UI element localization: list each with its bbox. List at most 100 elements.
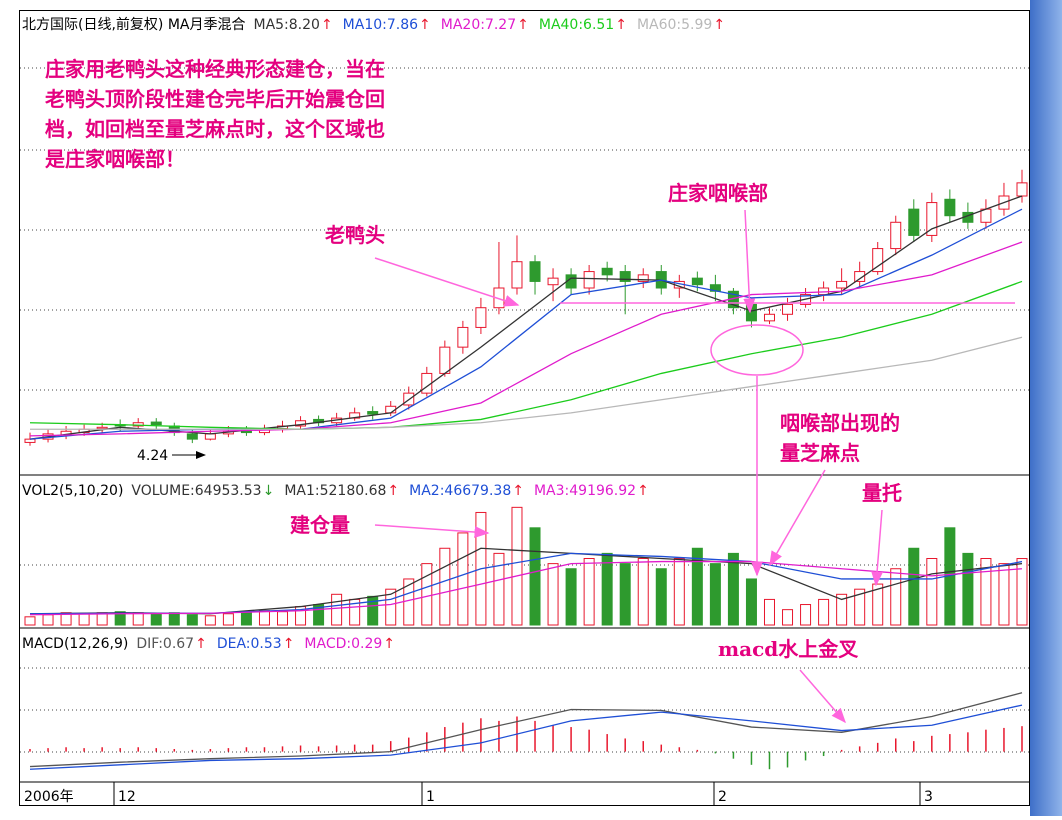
throat-circle	[710, 324, 804, 376]
annotation: 是庄家咽喉部！	[44, 147, 185, 171]
arrow	[374, 257, 520, 307]
legend-arrow: ↑	[517, 17, 529, 33]
annotation: 量芝麻点	[780, 441, 860, 465]
volume-bar	[962, 552, 974, 626]
chart-frame	[19, 10, 1030, 806]
candle-body	[439, 346, 451, 374]
x-tick-label: 2006年	[24, 789, 74, 805]
annotations: 庄家用老鸭头这种经典形态建仓，当在 老鸭头顶阶段性建仓完毕后开始震仓回 档，如回…	[44, 57, 1015, 724]
ma-line	[29, 241, 1023, 437]
annotation: 老鸭头顶阶段性建仓完毕后开始震仓回	[45, 87, 385, 111]
x-tick-label: 12	[118, 789, 136, 805]
candle-body	[367, 411, 379, 415]
legend-entry: MACD:0.29	[304, 636, 382, 652]
volume-bar	[818, 598, 830, 626]
volume-bar	[493, 552, 505, 626]
volume-bar	[763, 598, 775, 626]
ma-line	[29, 704, 1023, 770]
arrow	[871, 509, 884, 587]
volume-bar	[709, 563, 721, 626]
candle-body	[782, 303, 794, 315]
x-tick-label: 1	[426, 789, 435, 805]
candle-body	[908, 208, 920, 236]
candle-body	[854, 271, 866, 282]
legend-arrow: ↑	[713, 17, 725, 33]
volume-bar	[908, 547, 920, 626]
marks: 北方国际(日线,前复权) MA月季混合 MA5:8.20 ↑ MA10:7.86 ↑ MA…	[22, 16, 1028, 806]
volume-bar	[258, 610, 270, 626]
grid	[20, 67, 1030, 753]
candle-body	[511, 261, 523, 289]
candle-body	[457, 326, 469, 348]
annotation: 建仓量	[290, 513, 350, 537]
candle-body	[691, 277, 703, 286]
annotation: 庄家咽喉部	[668, 181, 768, 205]
window-edge	[1030, 0, 1062, 816]
volume-bar	[78, 613, 90, 626]
ma-line	[29, 560, 1023, 616]
volume-bar	[655, 568, 667, 626]
volume-bar	[800, 604, 812, 626]
volume-bar	[204, 615, 216, 626]
candle-body	[980, 208, 992, 223]
legend-arrow: ↑	[283, 636, 295, 652]
panel-title: VOL2(5,10,20)	[22, 483, 123, 499]
volume-bar	[457, 532, 469, 626]
volume-bar	[547, 563, 559, 626]
volume-bar	[24, 616, 36, 626]
volume-bar	[222, 613, 234, 626]
ma-line	[30, 336, 1023, 430]
volume-bar	[836, 593, 848, 626]
legend-arrow: ↑	[321, 17, 333, 33]
arrow	[743, 209, 756, 314]
legend-arrow: ↑	[387, 483, 399, 499]
candle-body	[475, 307, 487, 328]
candle-body	[204, 433, 216, 440]
volume-bar	[565, 568, 577, 626]
volume-bar	[385, 588, 397, 626]
volume-bar	[150, 613, 162, 626]
volume-bar	[511, 506, 523, 626]
volume-bar	[691, 547, 703, 626]
volume-bar	[439, 547, 451, 626]
arrow	[769, 469, 826, 567]
volume-bar	[854, 588, 866, 626]
volume-bar	[529, 527, 541, 626]
legend-entry: DIF:0.67	[136, 636, 194, 652]
low-label: 4.24	[137, 448, 168, 464]
legend-entry: MA60:5.99	[637, 17, 712, 33]
annotation: macd水上金叉	[718, 637, 859, 661]
candle-body	[295, 420, 307, 427]
volume-bar	[583, 558, 595, 626]
volume-bar	[619, 563, 631, 626]
volume-bar	[998, 563, 1010, 626]
candle-body	[619, 271, 631, 282]
volume-bar	[114, 611, 126, 626]
volume-bar	[186, 614, 198, 626]
volume-bar	[745, 578, 757, 626]
arrow	[799, 669, 846, 724]
candle-body	[132, 422, 144, 427]
x-tick-label: 2	[718, 789, 727, 805]
candle-body	[96, 426, 108, 430]
ma-line	[29, 195, 1023, 440]
volume-bar	[277, 611, 289, 626]
candle-body	[944, 198, 956, 217]
candle-body	[763, 313, 775, 322]
legend-arrow: ↑	[195, 636, 207, 652]
candle-body	[637, 274, 649, 282]
panel-title: MACD(12,26,9)	[22, 636, 128, 652]
volume-bar	[727, 552, 739, 626]
legend-entry: MA1:52180.68	[284, 483, 386, 499]
legend-entry: MA10:7.86	[343, 17, 418, 33]
annotation: 老鸭头	[325, 223, 385, 247]
legend-arrow: ↑	[419, 17, 431, 33]
volume-bar	[132, 612, 144, 626]
candle-body	[745, 303, 757, 322]
legend-entry: VOLUME:64953.53	[131, 483, 261, 499]
volume-bar	[601, 552, 613, 626]
annotation: 咽喉部出现的	[780, 411, 900, 435]
legend-entry: MA40:6.51	[539, 17, 614, 33]
volume-bar	[673, 558, 685, 626]
